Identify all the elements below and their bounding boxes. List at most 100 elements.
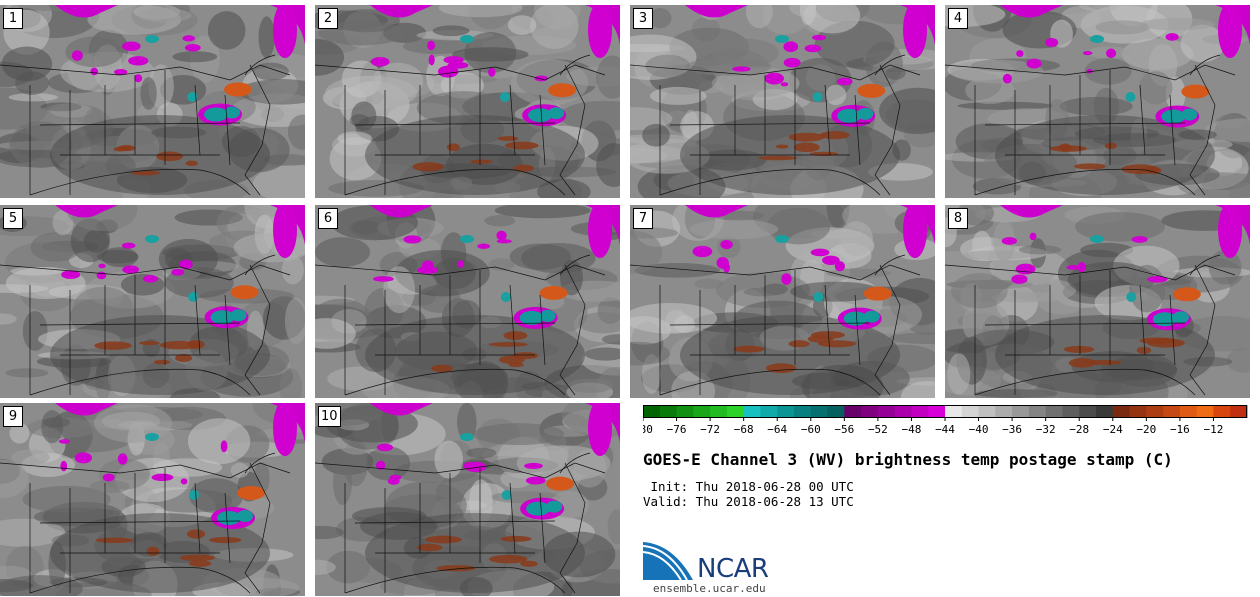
state-border: [659, 168, 881, 196]
state-border: [315, 462, 606, 479]
convective-core: [843, 311, 868, 326]
satellite-map: [945, 205, 1250, 398]
cold-cloud: [270, 205, 305, 245]
cloud-texture: [840, 221, 873, 257]
warm-spot: [236, 485, 265, 500]
colorbar-tick-label: −16: [1170, 423, 1190, 436]
cold-cloud: [122, 265, 140, 274]
cold-cloud: [270, 5, 305, 45]
state-border: [824, 284, 831, 356]
cold-cloud: [437, 65, 459, 78]
panel-number: 3: [633, 8, 653, 29]
state-border: [559, 54, 591, 76]
state-border: [630, 264, 921, 281]
cold-cloud: [783, 57, 801, 68]
colorbar-tick-label: −48: [902, 423, 922, 436]
cold-cloud: [783, 41, 799, 53]
colorbar-swatch: [945, 405, 963, 418]
warm-spot: [488, 342, 528, 347]
colorbar-swatch: [810, 405, 829, 418]
cloud-texture: [189, 478, 244, 514]
convective-core: [230, 309, 247, 322]
cold-cloud: [389, 474, 402, 481]
warm-spot: [224, 82, 253, 97]
cloud-texture: [253, 62, 289, 81]
cloud-texture: [601, 334, 620, 345]
panel-number: 7: [633, 208, 653, 229]
cloud-texture: [885, 66, 906, 80]
warm-spot: [230, 285, 259, 300]
cold-cloud: [1000, 205, 1063, 218]
colorbar-tick-label: −56: [834, 423, 854, 436]
convective-core: [548, 107, 565, 120]
cold-cloud: [780, 82, 789, 87]
colorbar-tick-label: −40: [969, 423, 989, 436]
cloud-texture: [434, 440, 463, 479]
warm-spot: [208, 536, 242, 544]
cloud-texture: [9, 422, 30, 444]
state-border: [244, 462, 271, 594]
cold-cloud: [117, 453, 128, 465]
state-border: [874, 54, 906, 76]
colorbar-swatch: [827, 405, 845, 418]
warm-spot: [775, 144, 789, 149]
warm-spot: [446, 143, 460, 152]
cloud-texture: [152, 458, 223, 477]
cold-cloud: [812, 34, 826, 41]
state-border: [945, 64, 1236, 81]
cloud-texture: [279, 368, 303, 398]
convective-core: [519, 310, 544, 325]
warm-spot: [497, 136, 519, 142]
cold-cloud: [122, 41, 141, 52]
satellite-map: [630, 205, 935, 398]
colorbar-tick-label: −32: [1036, 423, 1056, 436]
warm-spot: [498, 355, 525, 364]
convective-core: [145, 235, 159, 243]
cold-cloud: [588, 5, 612, 58]
colorbar-swatch: [1062, 405, 1080, 418]
warm-spot: [1146, 338, 1185, 348]
cold-cloud: [1106, 48, 1117, 58]
state-border: [29, 368, 251, 396]
convective-core: [189, 490, 200, 500]
cold-cloud: [804, 44, 822, 53]
state-border: [244, 452, 276, 474]
warm-spot: [156, 151, 183, 162]
warm-spot: [520, 560, 538, 567]
state-border: [974, 368, 1196, 396]
convective-core: [187, 92, 198, 102]
colorbar-swatch: [1112, 405, 1131, 418]
cloud-texture: [567, 378, 613, 393]
cold-cloud: [184, 44, 201, 52]
convective-core: [210, 310, 235, 325]
cold-cloud: [685, 205, 748, 218]
cloud-texture: [30, 232, 81, 262]
cloud-texture: [332, 459, 352, 506]
convective-core: [837, 108, 862, 123]
state-border: [1189, 64, 1216, 196]
colorbar-swatch: [1079, 405, 1097, 418]
colorbar-swatch: [1028, 405, 1047, 418]
cloud-texture: [89, 479, 130, 494]
convective-core: [863, 310, 880, 323]
panel-number: 9: [3, 406, 23, 427]
cold-cloud: [220, 440, 228, 453]
cloud-texture: [879, 87, 935, 134]
state-border: [1189, 254, 1221, 276]
convective-core: [501, 490, 512, 500]
cloud-texture: [395, 249, 490, 297]
satellite-map: [0, 403, 305, 596]
colorbar-swatch: [1096, 405, 1114, 418]
cold-cloud: [55, 5, 118, 18]
warm-spot: [788, 132, 825, 142]
cold-cloud: [1000, 5, 1063, 18]
colorbar-tick-label: −64: [767, 423, 787, 436]
warm-spot: [1049, 145, 1087, 152]
cloud-texture: [315, 237, 371, 267]
init-time: Init: Thu 2018-06-28 00 UTC: [643, 479, 854, 494]
warm-spot: [503, 331, 528, 340]
cold-cloud: [1218, 5, 1242, 58]
cloud-texture: [22, 485, 111, 513]
cold-cloud: [834, 261, 845, 272]
cloud-texture: [826, 268, 892, 278]
